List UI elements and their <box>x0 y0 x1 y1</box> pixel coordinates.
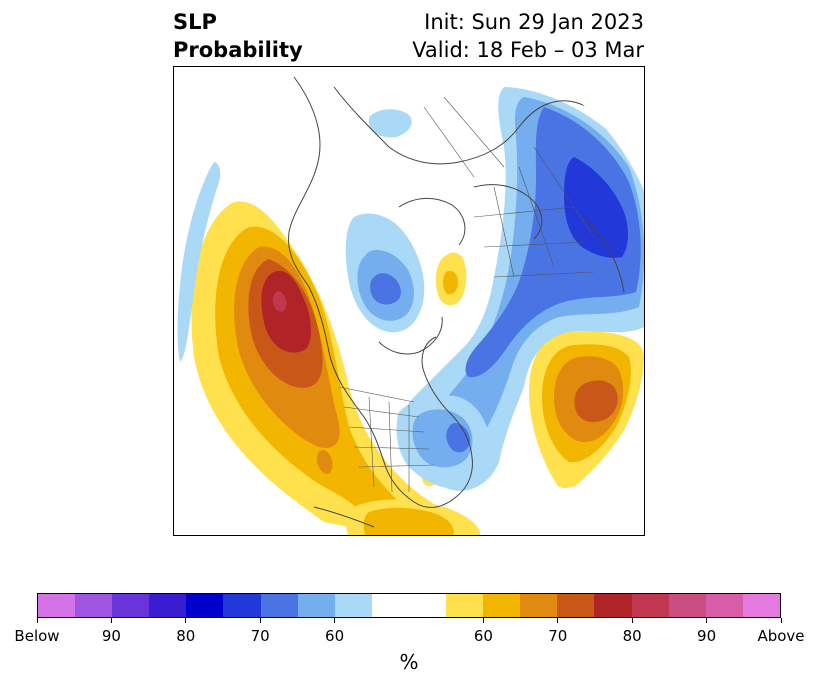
colorbar-segment <box>520 594 558 617</box>
east-us-blue <box>446 423 470 453</box>
colorbar <box>37 593 781 618</box>
colorbar-tick-label: Below <box>14 627 60 645</box>
probability-map <box>173 66 645 536</box>
eurasia-darkblue <box>564 157 628 258</box>
colorbar-tick-label: 90 <box>101 627 121 645</box>
colorbar-tick <box>259 618 261 623</box>
title-variable: SLP <box>173 10 217 34</box>
colorbar-segment <box>371 594 447 617</box>
colorbar-segment <box>446 594 484 617</box>
colorbar-tick <box>110 618 112 623</box>
map-title-left: SLP Probability <box>173 8 303 64</box>
valid-range: Valid: 18 Feb – 03 Mar <box>412 38 644 62</box>
borders <box>338 96 595 493</box>
colorbar-tick <box>631 618 633 623</box>
colorbar-segment <box>75 594 113 617</box>
arctic-gold <box>443 270 459 295</box>
colorbar-segment <box>334 594 372 617</box>
colorbar-segment <box>260 594 298 617</box>
map-title-right: Init: Sun 29 Jan 2023 Valid: 18 Feb – 03… <box>412 8 644 64</box>
colorbar-tick <box>557 618 559 623</box>
colorbar-tick-label: Above <box>757 627 805 645</box>
colorbar-tick-label: 70 <box>250 627 270 645</box>
colorbar-tick <box>706 618 708 623</box>
colorbar-segment <box>223 594 261 617</box>
colorbar-segment <box>594 594 632 617</box>
colorbar-tick-label: 70 <box>548 627 568 645</box>
colorbar-segment <box>631 594 669 617</box>
colorbar-tick-label: 90 <box>697 627 717 645</box>
colorbar-tick <box>185 618 187 623</box>
colorbar-tick-label: 80 <box>176 627 196 645</box>
canada-blue-core <box>370 273 401 305</box>
colorbar-tick <box>482 618 484 623</box>
title-metric: Probability <box>173 38 303 62</box>
us-orange-patch <box>316 449 333 475</box>
pacific-magenta-core <box>272 291 287 312</box>
map-canvas <box>177 76 644 535</box>
greenland-lightblue <box>369 109 412 138</box>
colorbar-tick-label: 80 <box>622 627 642 645</box>
init-date: Init: Sun 29 Jan 2023 <box>424 10 644 34</box>
colorbar-tick-label: 60 <box>473 627 493 645</box>
colorbar-segment <box>668 594 706 617</box>
colorbar-unit: % <box>399 650 419 674</box>
atlantic-darkorange-core <box>574 380 618 423</box>
colorbar-segment <box>705 594 743 617</box>
colorbar-segment <box>483 594 521 617</box>
colorbar-segment <box>38 594 76 617</box>
colorbar-segment <box>112 594 150 617</box>
colorbar-segment <box>297 594 335 617</box>
colorbar-segment <box>149 594 187 617</box>
pacific-red-core <box>261 270 312 353</box>
colorbar-segment <box>742 594 780 617</box>
gulf-gold <box>363 507 454 535</box>
colorbar-tick <box>334 618 336 623</box>
colorbar-segment <box>186 594 224 617</box>
colorbar-tick <box>36 618 38 623</box>
colorbar-tick-label: 60 <box>325 627 345 645</box>
colorbar-segment <box>557 594 595 617</box>
west-pacific-lightblue <box>177 162 221 362</box>
colorbar-tick <box>780 618 782 623</box>
